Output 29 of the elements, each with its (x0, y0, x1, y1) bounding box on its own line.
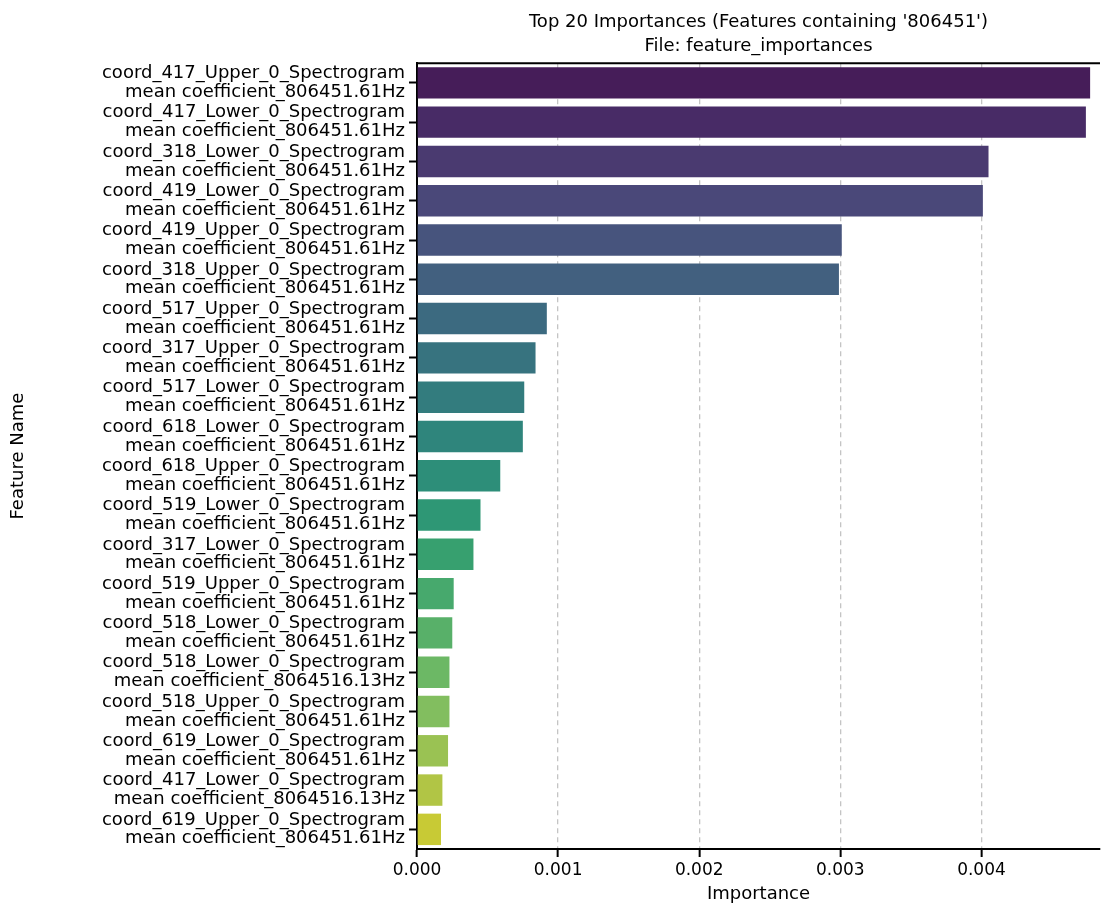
bar (417, 381, 525, 413)
chart-title: Top 20 Importances (Features containing '806451') (527, 10, 989, 32)
x-axis-title: Importance (706, 881, 811, 903)
chart-subtitle: File: feature_importances (644, 34, 873, 57)
bar (417, 735, 449, 767)
bar (417, 460, 501, 492)
bar (417, 774, 443, 806)
bar (417, 263, 839, 296)
bar (417, 499, 481, 531)
bar (417, 695, 450, 728)
bar (417, 813, 441, 846)
y-axis-title: Feature Name (6, 392, 28, 520)
bar (417, 538, 474, 571)
bar (417, 420, 523, 453)
bar (417, 145, 989, 178)
bar (417, 106, 1086, 138)
x-tick-label: 0.001 (533, 858, 583, 879)
bar (417, 302, 547, 335)
bar (417, 656, 450, 688)
bar (417, 224, 842, 256)
x-tick-label: 0.002 (674, 858, 724, 879)
bar (417, 342, 536, 374)
x-tick-label: 0.003 (816, 858, 865, 879)
bar (417, 617, 453, 649)
x-tick-label: 0.004 (957, 858, 1006, 879)
bar (417, 185, 983, 217)
bar (417, 577, 454, 610)
bar (417, 67, 1091, 99)
x-tick-label: 0.000 (392, 858, 442, 879)
